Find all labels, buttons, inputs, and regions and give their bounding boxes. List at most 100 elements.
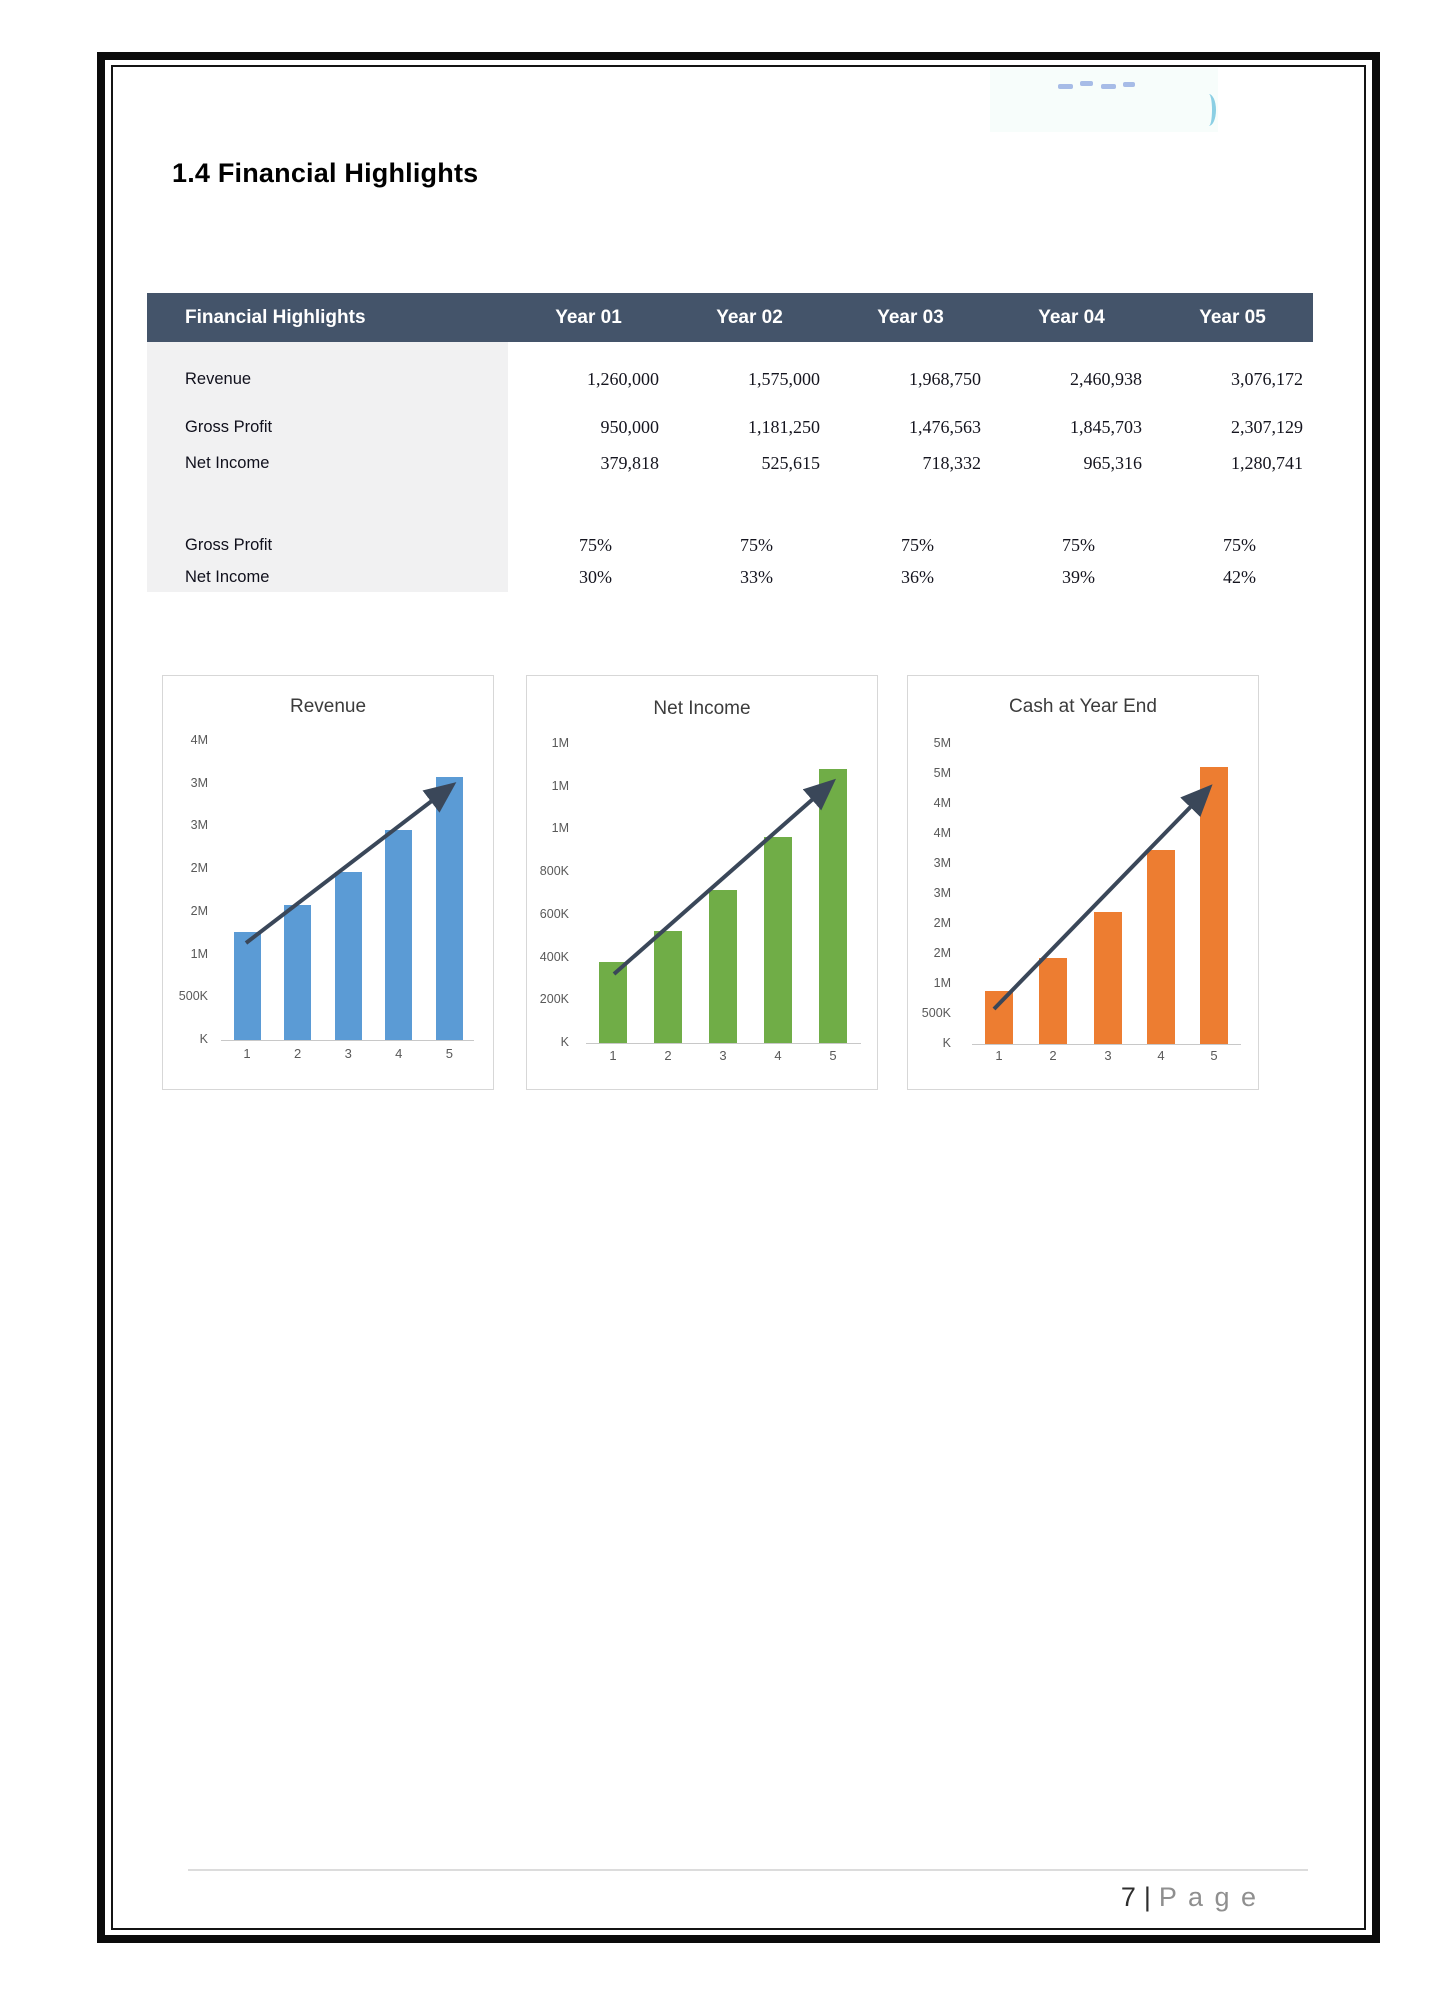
bar-4: [1147, 850, 1175, 1044]
cell-value: 3,076,172: [1231, 368, 1303, 389]
y-axis-tick-label: 3M: [933, 856, 951, 870]
x-axis-tick-label: 2: [293, 1046, 302, 1061]
bar-5: [435, 777, 463, 1040]
y-axis-tick-label: 2M: [190, 861, 208, 876]
row-label: Gross Profit: [185, 535, 273, 554]
x-axis-tick-label: 3: [344, 1046, 352, 1061]
table-header-row: Financial Highlights Year 01 Year 02 Yea…: [147, 293, 1313, 342]
trend-arrow: [612, 778, 837, 976]
page-border-outer: [97, 52, 1380, 1943]
y-axis-tick-label: 2M: [190, 903, 208, 918]
bar-1: [233, 932, 261, 1040]
y-axis-tick-label: 1M: [190, 946, 208, 961]
x-axis-tick-label: 5: [1210, 1048, 1218, 1063]
bar-5: [819, 769, 847, 1043]
bar-3: [334, 871, 362, 1040]
bar-3: [709, 889, 737, 1043]
bar-1: [985, 991, 1013, 1044]
cell-value: 2,460,938: [1070, 368, 1142, 389]
x-axis-tick-label: 5: [829, 1048, 837, 1063]
chart-title: Cash at Year End: [1009, 696, 1157, 717]
cell-value: 1,181,250: [748, 416, 820, 437]
logo-mark-icon: [1204, 94, 1216, 126]
y-axis-tick-label: 4M: [933, 796, 951, 810]
cell-value: 1,575,000: [748, 368, 820, 389]
logo-mark-icon: [1058, 84, 1073, 89]
y-axis-tick-label: 5M: [933, 766, 951, 780]
page-border-inner: [111, 65, 1366, 1930]
revenue-chart: Revenue 4M 3M 3M 2M 2M 1M 500K K 1 2 3 4 5: [162, 675, 494, 1090]
x-axis-line: [586, 1043, 861, 1044]
financial-highlights-table: Financial Highlights Year 01 Year 02 Yea…: [147, 293, 1313, 593]
page-number: 7: [1120, 1882, 1136, 1912]
logo-mark-icon: [1080, 81, 1093, 86]
cell-value: 75%: [901, 534, 934, 555]
table-header-year-03: Year 03: [877, 306, 944, 328]
table-header-year-04: Year 04: [1038, 306, 1105, 328]
y-axis-tick-label: 1M: [551, 821, 569, 836]
trend-arrow: [992, 784, 1213, 1011]
table-row: Net Income 379,818 525,615 718,332 965,316 1,…: [147, 448, 1313, 478]
y-axis-tick-label: 400K: [539, 949, 569, 964]
x-axis-tick-label: 1: [243, 1046, 251, 1061]
cell-value: 39%: [1062, 566, 1095, 587]
bar-2: [654, 930, 682, 1043]
bar-4: [764, 836, 792, 1043]
y-axis-tick-label: 2M: [933, 946, 951, 960]
logo-mark-icon: [1123, 82, 1135, 87]
cell-value: 75%: [1062, 534, 1095, 555]
x-axis-tick-label: 4: [1157, 1048, 1165, 1063]
section-heading: 1.4 Financial Highlights: [172, 158, 479, 188]
y-axis-tick-label: 800K: [539, 864, 569, 879]
row-label: Net Income: [185, 567, 270, 586]
footer-page-label: P a g e: [1158, 1882, 1258, 1912]
y-axis-tick-label: 1M: [551, 778, 569, 793]
cell-value: 950,000: [600, 416, 660, 437]
x-axis-tick-label: 2: [1049, 1048, 1057, 1063]
table-percent-row: Net Income 30% 33% 36% 39% 42%: [147, 562, 1313, 592]
table-row: Gross Profit 950,000 1,181,250 1,476,563 1,8…: [147, 412, 1313, 442]
y-axis-tick-label: 1M: [551, 736, 569, 750]
table-header-title: Financial Highlights: [185, 306, 366, 328]
cell-value: 2,307,129: [1231, 416, 1303, 437]
cash-at-year-end-chart: Cash at Year End 5M 5M 4M 4M 3M 3M 2M 2M 1M 500K K 1…: [907, 675, 1259, 1090]
x-axis-tick-label: 5: [445, 1046, 453, 1061]
y-axis-tick-label: 4M: [190, 733, 208, 747]
row-label: Revenue: [185, 369, 252, 388]
bar-4: [385, 829, 413, 1040]
table-header-year-05: Year 05: [1199, 306, 1266, 328]
cell-value: 75%: [1223, 534, 1256, 555]
cell-value: 1,280,741: [1231, 452, 1303, 473]
bar-1: [599, 961, 627, 1043]
table-percent-row: Gross Profit 75% 75% 75% 75% 75%: [147, 530, 1313, 560]
x-axis-tick-label: 4: [395, 1046, 403, 1061]
y-axis-tick-label: 3M: [933, 886, 951, 900]
y-axis-tick-label: K: [199, 1032, 208, 1046]
bar-2: [1039, 958, 1067, 1044]
table-header-year-02: Year 02: [716, 306, 783, 328]
chart-title: Revenue: [289, 696, 367, 717]
logo-mark-icon: [1101, 84, 1116, 89]
cell-value: 30%: [579, 566, 612, 587]
x-axis-tick-label: 4: [774, 1048, 782, 1063]
cell-value: 1,845,703: [1070, 416, 1142, 437]
cell-value: 75%: [740, 534, 773, 555]
bar-2: [284, 905, 312, 1040]
y-axis-tick-label: 5M: [933, 736, 951, 750]
cell-value: 379,818: [600, 452, 660, 473]
row-label: Net Income: [185, 453, 270, 472]
table-row: Revenue 1,260,000 1,575,000 1,968,750 2,460,…: [147, 364, 1313, 394]
x-axis-tick-label: 2: [664, 1048, 672, 1063]
faded-logo: [990, 68, 1218, 132]
cell-value: 965,316: [1083, 452, 1143, 473]
page-footer: 7 | P a g e: [1121, 1882, 1258, 1913]
cell-value: 42%: [1223, 566, 1256, 587]
footer-separator: |: [1143, 1882, 1151, 1912]
x-axis-tick-label: 1: [609, 1048, 617, 1063]
trend-arrow: [244, 782, 457, 945]
y-axis-tick-label: 4M: [933, 826, 951, 840]
cell-value: 1,968,750: [909, 368, 981, 389]
x-axis-tick-label: 1: [995, 1048, 1003, 1063]
y-axis-tick-label: 3M: [190, 818, 208, 833]
